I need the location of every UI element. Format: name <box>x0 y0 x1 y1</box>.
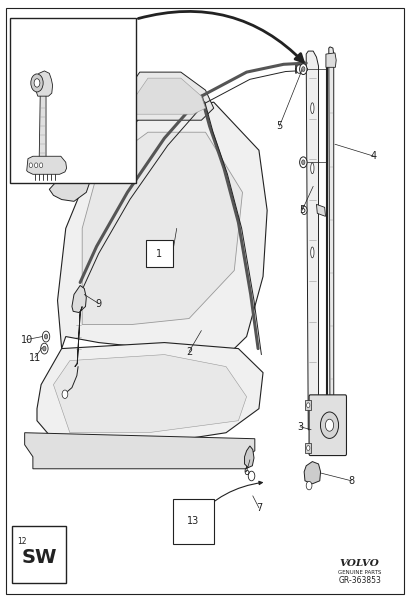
Text: 5: 5 <box>276 121 283 131</box>
Circle shape <box>31 74 43 92</box>
Polygon shape <box>37 343 263 445</box>
Circle shape <box>300 64 307 75</box>
Text: 8: 8 <box>349 476 354 486</box>
Text: 12: 12 <box>17 537 27 546</box>
Text: 6: 6 <box>244 467 249 477</box>
Circle shape <box>307 446 310 451</box>
Circle shape <box>34 79 40 87</box>
Bar <box>12 526 66 583</box>
Polygon shape <box>136 78 206 114</box>
Polygon shape <box>27 156 67 174</box>
Text: 10: 10 <box>21 335 33 344</box>
Bar <box>49 172 58 182</box>
Bar <box>173 499 214 544</box>
Polygon shape <box>82 132 242 325</box>
Bar <box>146 240 173 267</box>
FancyBboxPatch shape <box>309 395 346 456</box>
Polygon shape <box>326 53 336 67</box>
Text: 7: 7 <box>256 503 262 513</box>
Polygon shape <box>329 47 334 445</box>
Polygon shape <box>316 204 326 216</box>
Polygon shape <box>39 91 46 173</box>
Polygon shape <box>53 355 247 433</box>
Bar <box>10 18 136 183</box>
Text: 1: 1 <box>156 249 162 259</box>
Circle shape <box>44 334 48 339</box>
Circle shape <box>321 412 339 439</box>
Text: 4: 4 <box>371 151 377 161</box>
Bar <box>305 444 311 453</box>
Ellipse shape <box>311 247 314 258</box>
Polygon shape <box>127 72 214 120</box>
Polygon shape <box>49 162 90 201</box>
Text: 5: 5 <box>299 206 305 215</box>
Bar <box>55 163 64 173</box>
Circle shape <box>248 471 255 481</box>
Text: 11: 11 <box>29 353 41 362</box>
Circle shape <box>62 390 68 398</box>
Text: 13: 13 <box>187 516 199 526</box>
Polygon shape <box>58 102 267 367</box>
Polygon shape <box>25 433 255 469</box>
Circle shape <box>35 163 38 168</box>
Text: 9: 9 <box>96 299 102 308</box>
Polygon shape <box>75 307 82 367</box>
Ellipse shape <box>311 163 314 174</box>
Text: SW: SW <box>21 548 57 567</box>
Polygon shape <box>306 51 319 430</box>
Circle shape <box>300 157 307 168</box>
Circle shape <box>306 481 312 490</box>
Circle shape <box>326 419 334 432</box>
Polygon shape <box>245 446 254 468</box>
Polygon shape <box>326 439 337 452</box>
Circle shape <box>302 67 305 72</box>
Circle shape <box>296 65 302 73</box>
Circle shape <box>41 343 48 354</box>
Circle shape <box>302 160 305 165</box>
Circle shape <box>301 206 307 215</box>
Polygon shape <box>34 71 53 96</box>
Circle shape <box>307 403 310 407</box>
Text: 3: 3 <box>297 422 303 432</box>
Circle shape <box>42 331 50 342</box>
Circle shape <box>39 163 43 168</box>
Circle shape <box>29 163 32 168</box>
Circle shape <box>43 346 46 351</box>
Text: GR-363853: GR-363853 <box>338 576 381 585</box>
Ellipse shape <box>311 103 314 114</box>
Bar <box>305 400 311 410</box>
Text: GENUINE PARTS: GENUINE PARTS <box>338 570 381 575</box>
Polygon shape <box>304 462 321 484</box>
Text: 2: 2 <box>186 347 192 356</box>
Text: VOLVO: VOLVO <box>340 559 379 567</box>
Polygon shape <box>72 285 86 313</box>
